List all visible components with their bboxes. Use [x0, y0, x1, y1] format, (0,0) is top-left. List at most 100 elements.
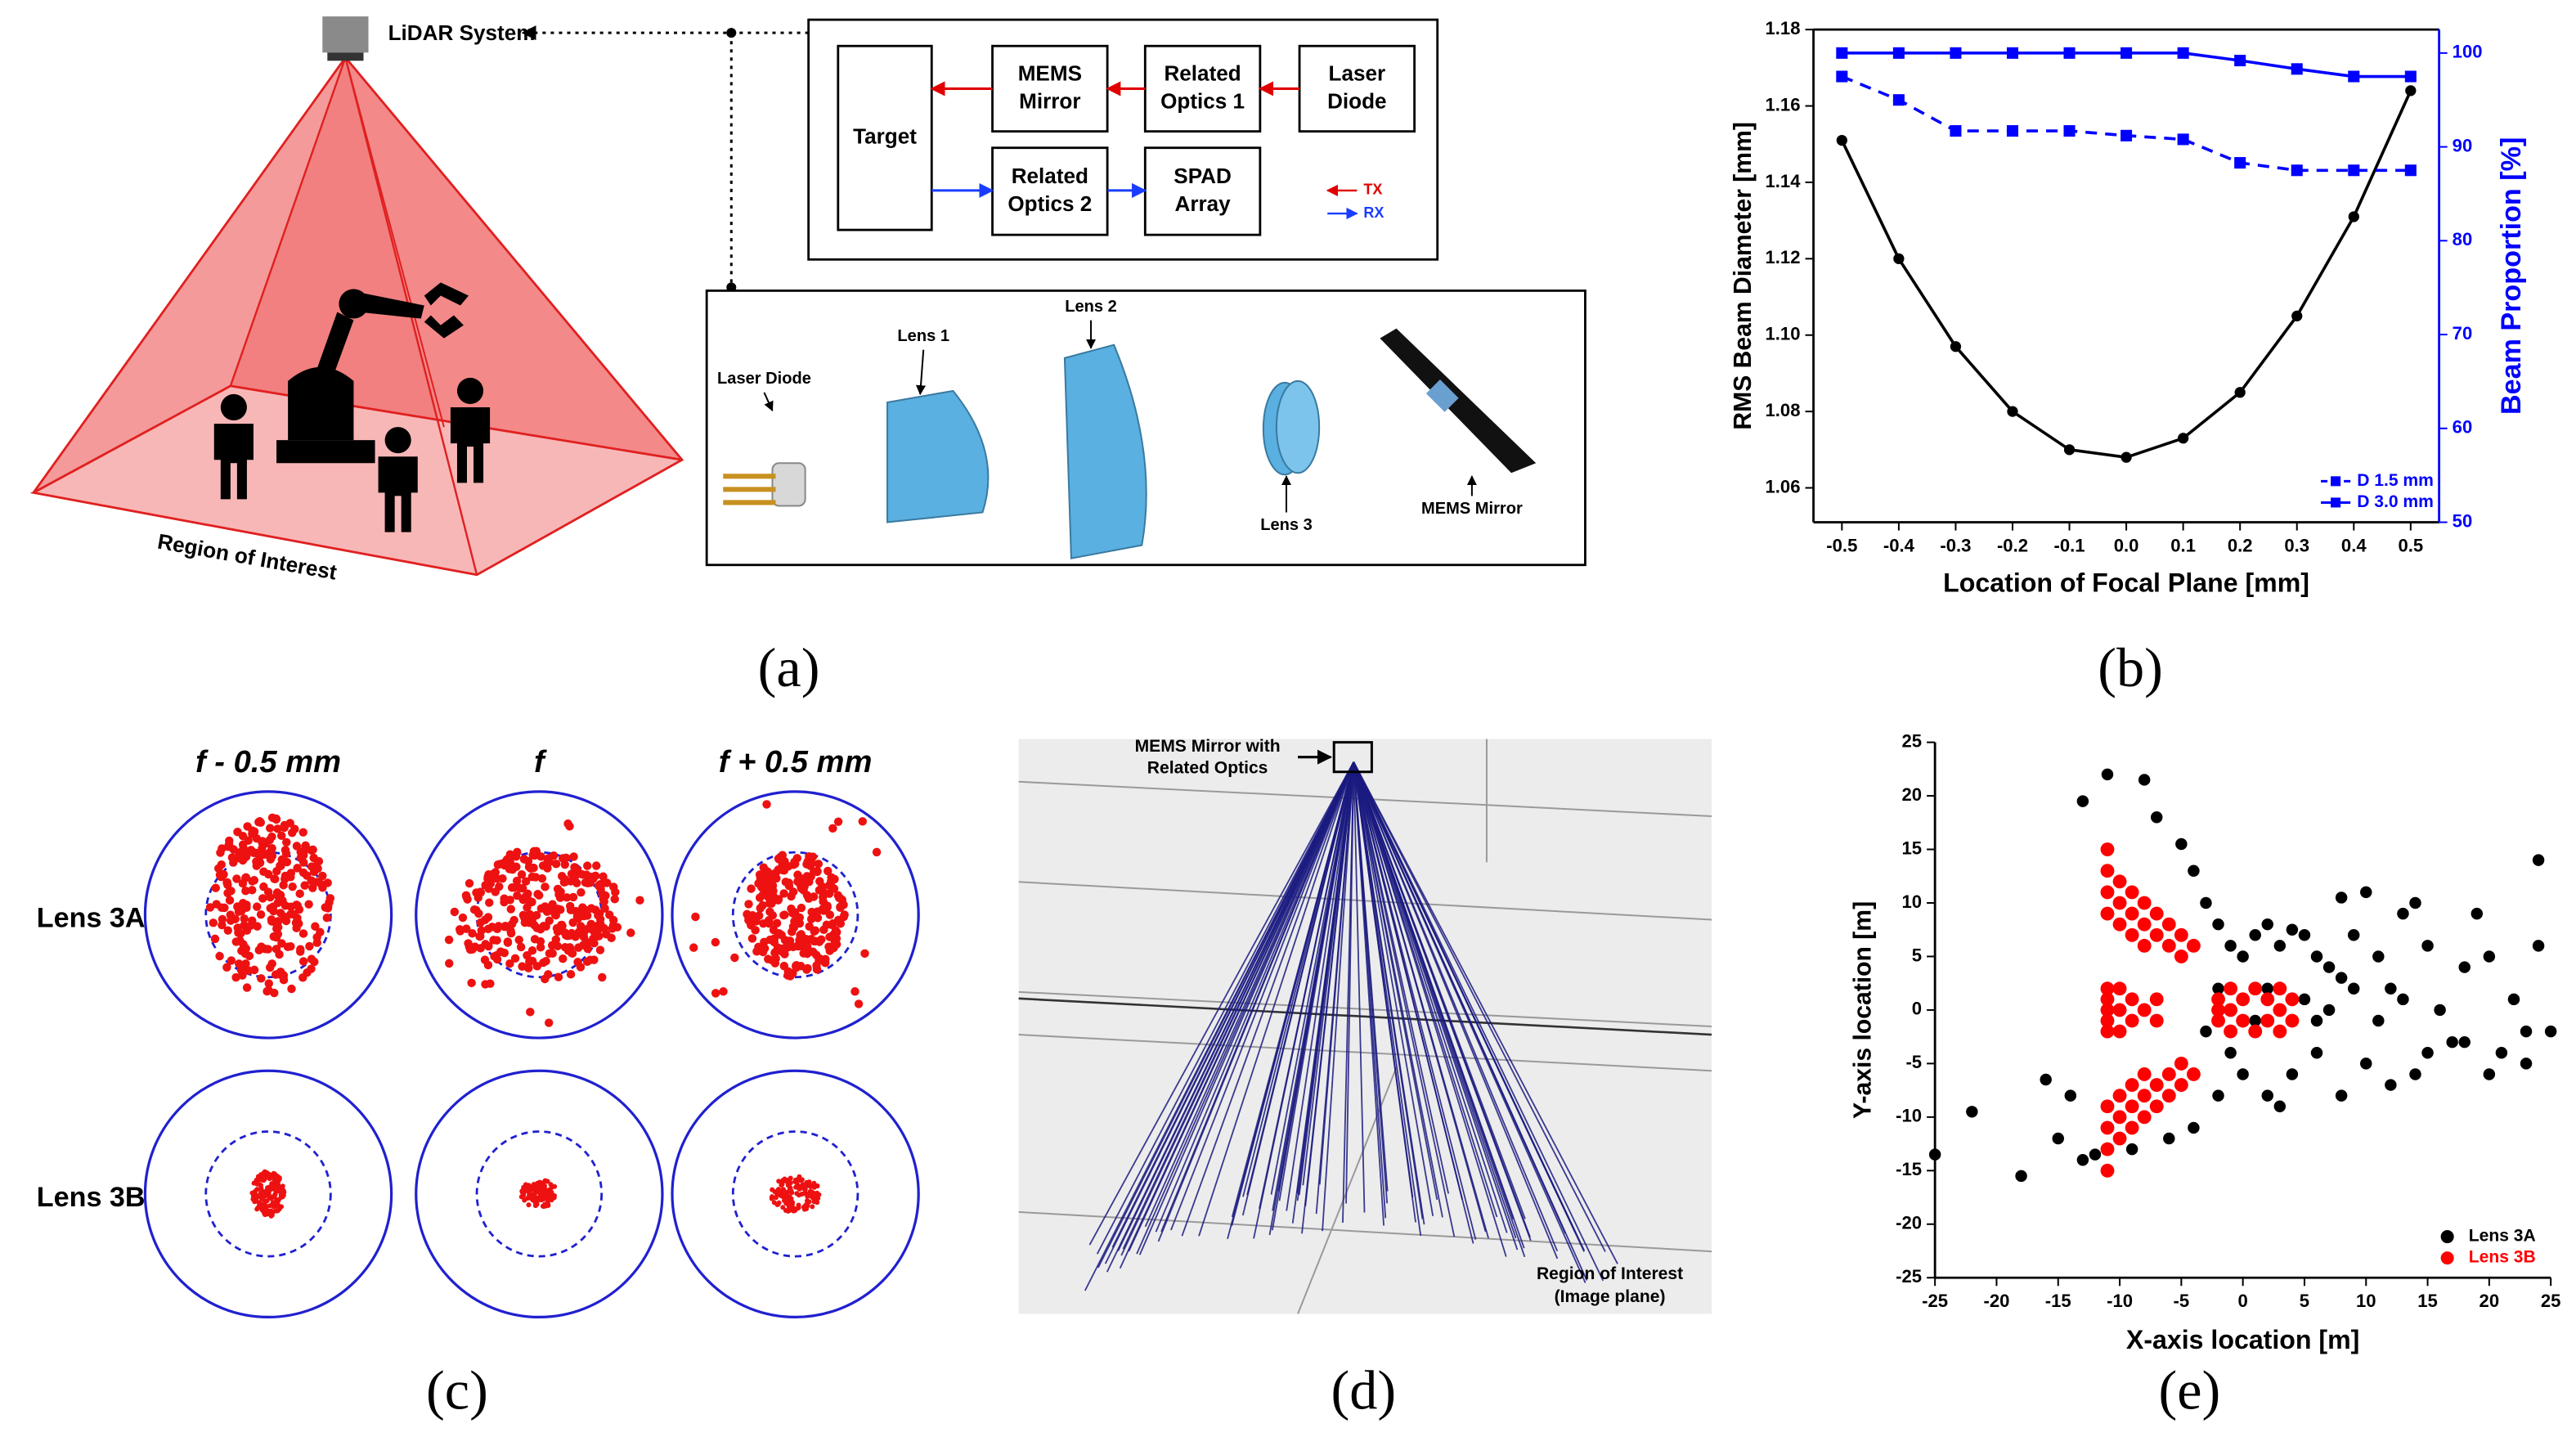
ray — [1353, 761, 1559, 1260]
point — [2372, 1014, 2385, 1027]
lidar-box — [322, 16, 369, 53]
ray — [1097, 761, 1355, 1269]
spot — [483, 913, 493, 922]
point — [2286, 923, 2299, 936]
spot — [836, 902, 845, 912]
point — [2347, 982, 2360, 995]
spot — [236, 936, 245, 945]
point — [2076, 1153, 2089, 1166]
spot — [225, 896, 235, 905]
spot — [763, 867, 772, 877]
spot — [266, 892, 275, 902]
point — [2446, 1035, 2458, 1049]
ray — [1122, 761, 1355, 1250]
spot — [263, 945, 273, 954]
ray — [1259, 761, 1355, 1210]
point — [2112, 1131, 2127, 1146]
marker — [1893, 253, 1905, 264]
rx-label: RX — [1363, 204, 1384, 221]
spot — [248, 826, 257, 835]
marker — [1950, 125, 1962, 137]
spot — [505, 855, 514, 864]
x-tick-label: 0.2 — [2228, 535, 2253, 555]
spot — [608, 924, 617, 933]
spot — [300, 881, 309, 890]
plane-line — [1018, 1034, 1712, 1072]
spot — [805, 1201, 810, 1206]
ray — [1353, 761, 1508, 1233]
spot — [531, 873, 541, 882]
spot — [808, 1183, 814, 1190]
spot — [226, 910, 236, 919]
spot — [265, 963, 275, 972]
ray — [1231, 761, 1355, 1218]
spot — [272, 945, 281, 954]
target-label: (Image plane) — [1555, 1287, 1666, 1306]
spot — [277, 939, 286, 948]
marker — [1892, 47, 1905, 59]
y-tick-label: 1.08 — [1766, 400, 1801, 420]
marker — [2006, 47, 2019, 59]
point — [2137, 917, 2152, 932]
ray — [1128, 761, 1355, 1252]
point — [2188, 1121, 2200, 1134]
ray — [1104, 761, 1355, 1264]
spot — [233, 902, 242, 911]
person-head — [456, 377, 484, 404]
point — [2112, 1024, 2127, 1039]
spot — [830, 938, 840, 947]
spot — [312, 932, 321, 942]
block-label: Related — [1012, 164, 1088, 188]
marker — [2291, 310, 2303, 322]
spot — [523, 903, 532, 912]
point — [2273, 1024, 2287, 1039]
point — [2125, 1120, 2139, 1135]
spot — [209, 918, 218, 927]
spot — [263, 1206, 269, 1211]
spot — [756, 873, 765, 883]
spot — [232, 874, 241, 883]
spot — [476, 918, 485, 927]
point — [2149, 1099, 2164, 1114]
spot — [689, 943, 698, 952]
spot — [255, 817, 264, 826]
x-tick-label: -15 — [2045, 1291, 2071, 1311]
y-tick-label: 15 — [1902, 838, 1923, 858]
spot — [827, 877, 836, 886]
spot — [774, 929, 783, 938]
point — [2248, 1024, 2263, 1039]
x-tick-label: 0.5 — [2398, 535, 2423, 555]
point — [2260, 992, 2275, 1007]
component-label: Lens 2 — [1065, 298, 1117, 316]
spot — [205, 903, 215, 912]
spot — [810, 1194, 816, 1200]
spot — [321, 903, 330, 912]
plane-line — [1018, 990, 1712, 1028]
spot — [518, 962, 527, 971]
ray — [1353, 761, 1507, 1257]
spot — [445, 959, 454, 968]
block — [991, 146, 1109, 236]
outer-circle — [671, 790, 920, 1040]
point — [2421, 1047, 2434, 1059]
spot — [259, 867, 268, 876]
spot — [518, 1194, 524, 1200]
spot — [828, 930, 838, 940]
point — [2224, 1003, 2238, 1017]
point — [2125, 1013, 2139, 1028]
y-tick-label: 1.14 — [1766, 171, 1802, 191]
ray — [1353, 761, 1586, 1283]
point — [2224, 1047, 2237, 1059]
spot — [531, 1197, 536, 1203]
point — [2174, 950, 2188, 963]
marker — [2234, 54, 2246, 67]
robot-arm — [312, 312, 354, 388]
marker — [2291, 63, 2303, 75]
point — [2149, 927, 2164, 942]
point — [2125, 906, 2139, 921]
spot — [595, 945, 605, 954]
spot — [253, 902, 262, 911]
marker — [1836, 70, 1848, 83]
spot — [513, 891, 522, 900]
panel-label: (d) — [1331, 1358, 1397, 1421]
